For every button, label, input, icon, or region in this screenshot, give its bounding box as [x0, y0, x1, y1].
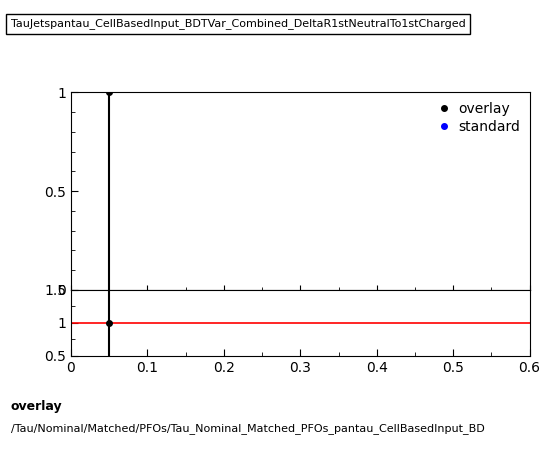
Text: TauJetspantau_CellBasedInput_BDTVar_Combined_DeltaR1stNeutralTo1stCharged: TauJetspantau_CellBasedInput_BDTVar_Comb… — [11, 18, 466, 30]
Text: overlay: overlay — [11, 400, 63, 413]
Legend: overlay, standard: overlay, standard — [433, 99, 523, 137]
Text: /Tau/Nominal/Matched/PFOs/Tau_Nominal_Matched_PFOs_pantau_CellBasedInput_BD: /Tau/Nominal/Matched/PFOs/Tau_Nominal_Ma… — [11, 423, 485, 434]
